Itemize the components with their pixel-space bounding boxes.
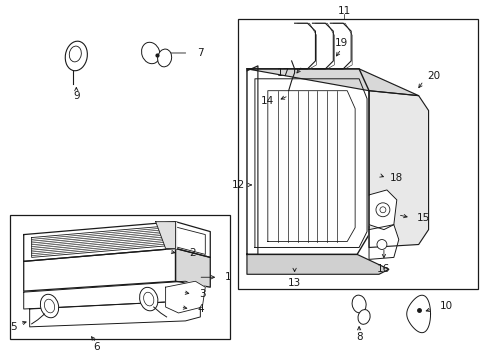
Polygon shape	[368, 91, 427, 247]
Polygon shape	[155, 222, 175, 248]
Text: 20: 20	[426, 71, 439, 81]
Text: 13: 13	[287, 278, 301, 288]
Circle shape	[376, 239, 386, 249]
Circle shape	[379, 207, 385, 213]
Polygon shape	[406, 295, 429, 333]
Text: 2: 2	[189, 248, 195, 258]
Polygon shape	[368, 225, 398, 260]
Text: 3: 3	[199, 289, 205, 299]
Bar	[10, 215, 230, 339]
Text: 15: 15	[416, 213, 429, 223]
Polygon shape	[246, 255, 388, 274]
Ellipse shape	[141, 42, 160, 64]
Ellipse shape	[139, 287, 158, 311]
Ellipse shape	[143, 292, 154, 306]
Polygon shape	[24, 281, 200, 309]
Ellipse shape	[157, 49, 171, 67]
Ellipse shape	[44, 299, 55, 313]
Ellipse shape	[357, 310, 369, 324]
Polygon shape	[246, 66, 257, 255]
Polygon shape	[24, 248, 175, 291]
Text: 6: 6	[93, 342, 99, 352]
Text: 14: 14	[261, 96, 274, 105]
Polygon shape	[175, 248, 210, 287]
Polygon shape	[165, 281, 205, 313]
Text: 1: 1	[224, 272, 231, 282]
Bar	[238, 19, 477, 289]
Ellipse shape	[41, 294, 59, 318]
Polygon shape	[368, 190, 396, 230]
Text: 4: 4	[197, 304, 203, 314]
Text: 18: 18	[389, 173, 403, 183]
Polygon shape	[246, 69, 418, 96]
Ellipse shape	[351, 295, 366, 313]
Text: 17: 17	[277, 68, 290, 78]
Text: 8: 8	[355, 332, 362, 342]
Text: 10: 10	[439, 301, 452, 311]
Text: 9: 9	[73, 91, 80, 101]
Text: 5: 5	[10, 322, 17, 332]
Ellipse shape	[65, 41, 87, 71]
Text: 7: 7	[197, 48, 203, 58]
Polygon shape	[30, 301, 200, 327]
Text: 19: 19	[334, 38, 347, 48]
Text: 11: 11	[337, 6, 350, 16]
Ellipse shape	[69, 46, 81, 62]
Text: 12: 12	[231, 180, 244, 190]
Text: 16: 16	[377, 264, 390, 274]
Polygon shape	[24, 222, 210, 261]
Polygon shape	[246, 69, 368, 255]
Circle shape	[375, 203, 389, 217]
